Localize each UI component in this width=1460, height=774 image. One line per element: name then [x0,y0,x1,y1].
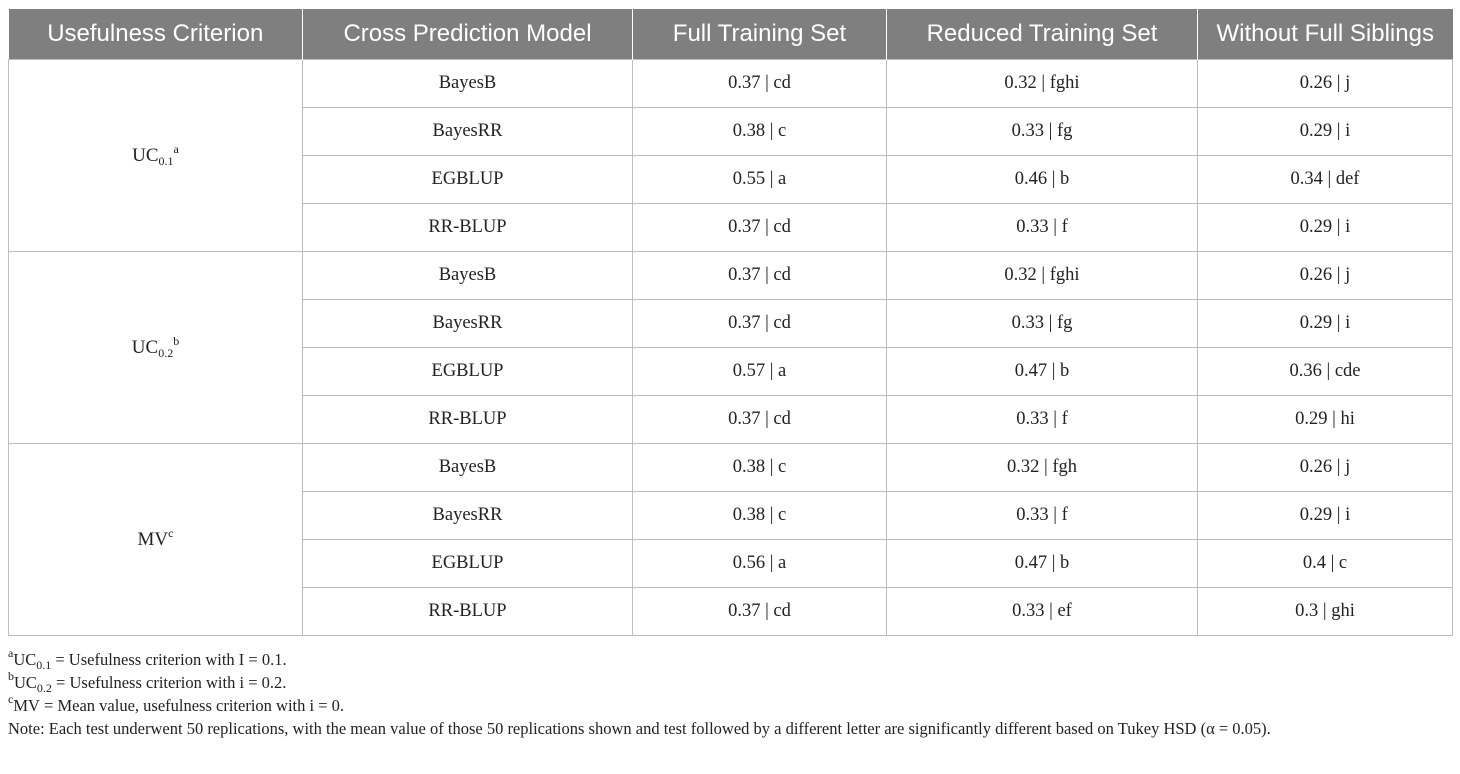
model-cell: BayesRR [302,491,633,540]
footnote-marker: a [8,646,14,660]
reduced-training-value: 0.33 | fg [886,299,1198,348]
header-usefulness-criterion: Usefulness Criterion [8,9,303,60]
table-row: RR-BLUP 0.37 | cd 0.33 | f 0.29 | hi [9,395,1453,444]
model-cell: BayesB [302,59,633,108]
full-training-value: 0.37 | cd [632,299,887,348]
table-header-row: Usefulness Criterion Cross Prediction Mo… [8,9,1453,60]
reduced-training-value: 0.33 | f [886,395,1198,444]
criterion-base: MV [137,528,169,550]
header-without-full-siblings: Without Full Siblings [1197,9,1453,60]
without-siblings-value: 0.29 | hi [1197,395,1453,444]
reduced-training-value: 0.33 | fg [886,107,1198,156]
full-training-value: 0.37 | cd [632,59,887,108]
footnote-c: cMV = Mean value, usefulness criterion w… [8,692,1452,717]
model-cell: BayesRR [302,299,633,348]
table-footnotes: aUC0.1 = Usefulness criterion with I = 0… [8,646,1452,740]
full-training-value: 0.55 | a [632,155,887,204]
without-siblings-value: 0.4 | c [1197,539,1453,588]
criterion-subscript: 0.2 [158,345,174,360]
full-training-value: 0.37 | cd [632,251,887,300]
table-row: BayesRR 0.38 | c 0.33 | fg 0.29 | i [9,107,1453,156]
criterion-cell: MVc [8,443,303,636]
header-full-training-set: Full Training Set [632,9,887,60]
reduced-training-value: 0.46 | b [886,155,1198,204]
full-training-value: 0.37 | cd [632,587,887,636]
table-row: UC0.2b BayesB 0.37 | cd 0.32 | fghi 0.26… [8,251,1453,444]
criterion-base: UC [131,336,159,358]
reduced-training-value: 0.47 | b [886,347,1198,396]
table-row: UC0.1a BayesB 0.37 | cd 0.32 | fghi 0.26… [8,59,1453,252]
full-training-value: 0.57 | a [632,347,887,396]
full-training-value: 0.56 | a [632,539,887,588]
footnote-subscript: 0.1 [36,658,52,672]
criterion-base: UC [132,144,159,166]
header-reduced-training-set: Reduced Training Set [886,9,1198,60]
criterion-footnote-marker: a [173,141,179,156]
without-siblings-value: 0.36 | cde [1197,347,1453,396]
full-training-value: 0.37 | cd [632,203,887,252]
without-siblings-value: 0.26 | j [1197,59,1453,108]
footnote-marker: c [8,692,14,706]
without-siblings-value: 0.29 | i [1197,299,1453,348]
model-cell: EGBLUP [302,347,633,396]
without-siblings-value: 0.29 | i [1197,491,1453,540]
full-training-value: 0.38 | c [632,107,887,156]
without-siblings-value: 0.29 | i [1197,107,1453,156]
full-training-value: 0.37 | cd [632,395,887,444]
footnote-marker: b [8,669,14,683]
footnote-text: = Usefulness criterion with I = 0.1. [51,650,287,669]
footnote-term: UC [14,673,37,692]
without-siblings-value: 0.3 | ghi [1197,587,1453,636]
footnote-term: UC [13,650,37,669]
table-row: MVc BayesB 0.38 | c 0.32 | fgh 0.26 | j [8,443,1453,636]
reduced-training-value: 0.32 | fghi [886,251,1198,300]
criterion-footnote-marker: c [168,525,174,540]
full-training-value: 0.38 | c [632,443,887,492]
reduced-training-value: 0.47 | b [886,539,1198,588]
table-row: EGBLUP 0.55 | a 0.46 | b 0.34 | def [9,155,1453,204]
footnote-b: bUC0.2 = Usefulness criterion with i = 0… [8,669,1452,695]
table-note: Note: Each test underwent 50 replication… [8,719,1271,738]
without-siblings-value: 0.29 | i [1197,203,1453,252]
reduced-training-value: 0.32 | fghi [886,59,1198,108]
model-cell: BayesB [302,251,633,300]
model-cell: RR-BLUP [302,587,633,636]
criterion-cell: UC0.2b [8,251,303,444]
without-siblings-value: 0.26 | j [1197,443,1453,492]
header-cross-prediction-model: Cross Prediction Model [302,9,633,60]
criterion-subscript: 0.1 [158,153,174,168]
without-siblings-value: 0.34 | def [1197,155,1453,204]
full-training-value: 0.38 | c [632,491,887,540]
reduced-training-value: 0.33 | f [886,491,1198,540]
without-siblings-value: 0.26 | j [1197,251,1453,300]
footnote-term: MV [13,696,40,715]
model-cell: RR-BLUP [302,203,633,252]
footnote-a: aUC0.1 = Usefulness criterion with I = 0… [8,646,1452,672]
table-row: RR-BLUP 0.37 | cd 0.33 | ef 0.3 | ghi [9,587,1453,636]
reduced-training-value: 0.33 | ef [886,587,1198,636]
footnote-subscript: 0.2 [36,681,52,695]
criterion-footnote-marker: b [173,333,180,348]
results-table-wrapper: Usefulness Criterion Cross Prediction Mo… [8,9,1453,636]
footnote-text: = Mean value, usefulness criterion with … [39,696,345,715]
table-row: EGBLUP 0.56 | a 0.47 | b 0.4 | c [9,539,1453,588]
model-cell: RR-BLUP [302,395,633,444]
table-row: BayesRR 0.38 | c 0.33 | f 0.29 | i [9,491,1453,540]
reduced-training-value: 0.32 | fgh [886,443,1198,492]
criterion-cell: UC0.1a [8,59,303,252]
table-row: RR-BLUP 0.37 | cd 0.33 | f 0.29 | i [9,203,1453,252]
table-row: BayesRR 0.37 | cd 0.33 | fg 0.29 | i [9,299,1453,348]
model-cell: EGBLUP [302,539,633,588]
table-row: EGBLUP 0.57 | a 0.47 | b 0.36 | cde [9,347,1453,396]
model-cell: EGBLUP [302,155,633,204]
reduced-training-value: 0.33 | f [886,203,1198,252]
model-cell: BayesB [302,443,633,492]
results-table: Usefulness Criterion Cross Prediction Mo… [8,9,1453,636]
footnote-text: = Usefulness criterion with i = 0.2. [51,673,287,692]
model-cell: BayesRR [302,107,633,156]
